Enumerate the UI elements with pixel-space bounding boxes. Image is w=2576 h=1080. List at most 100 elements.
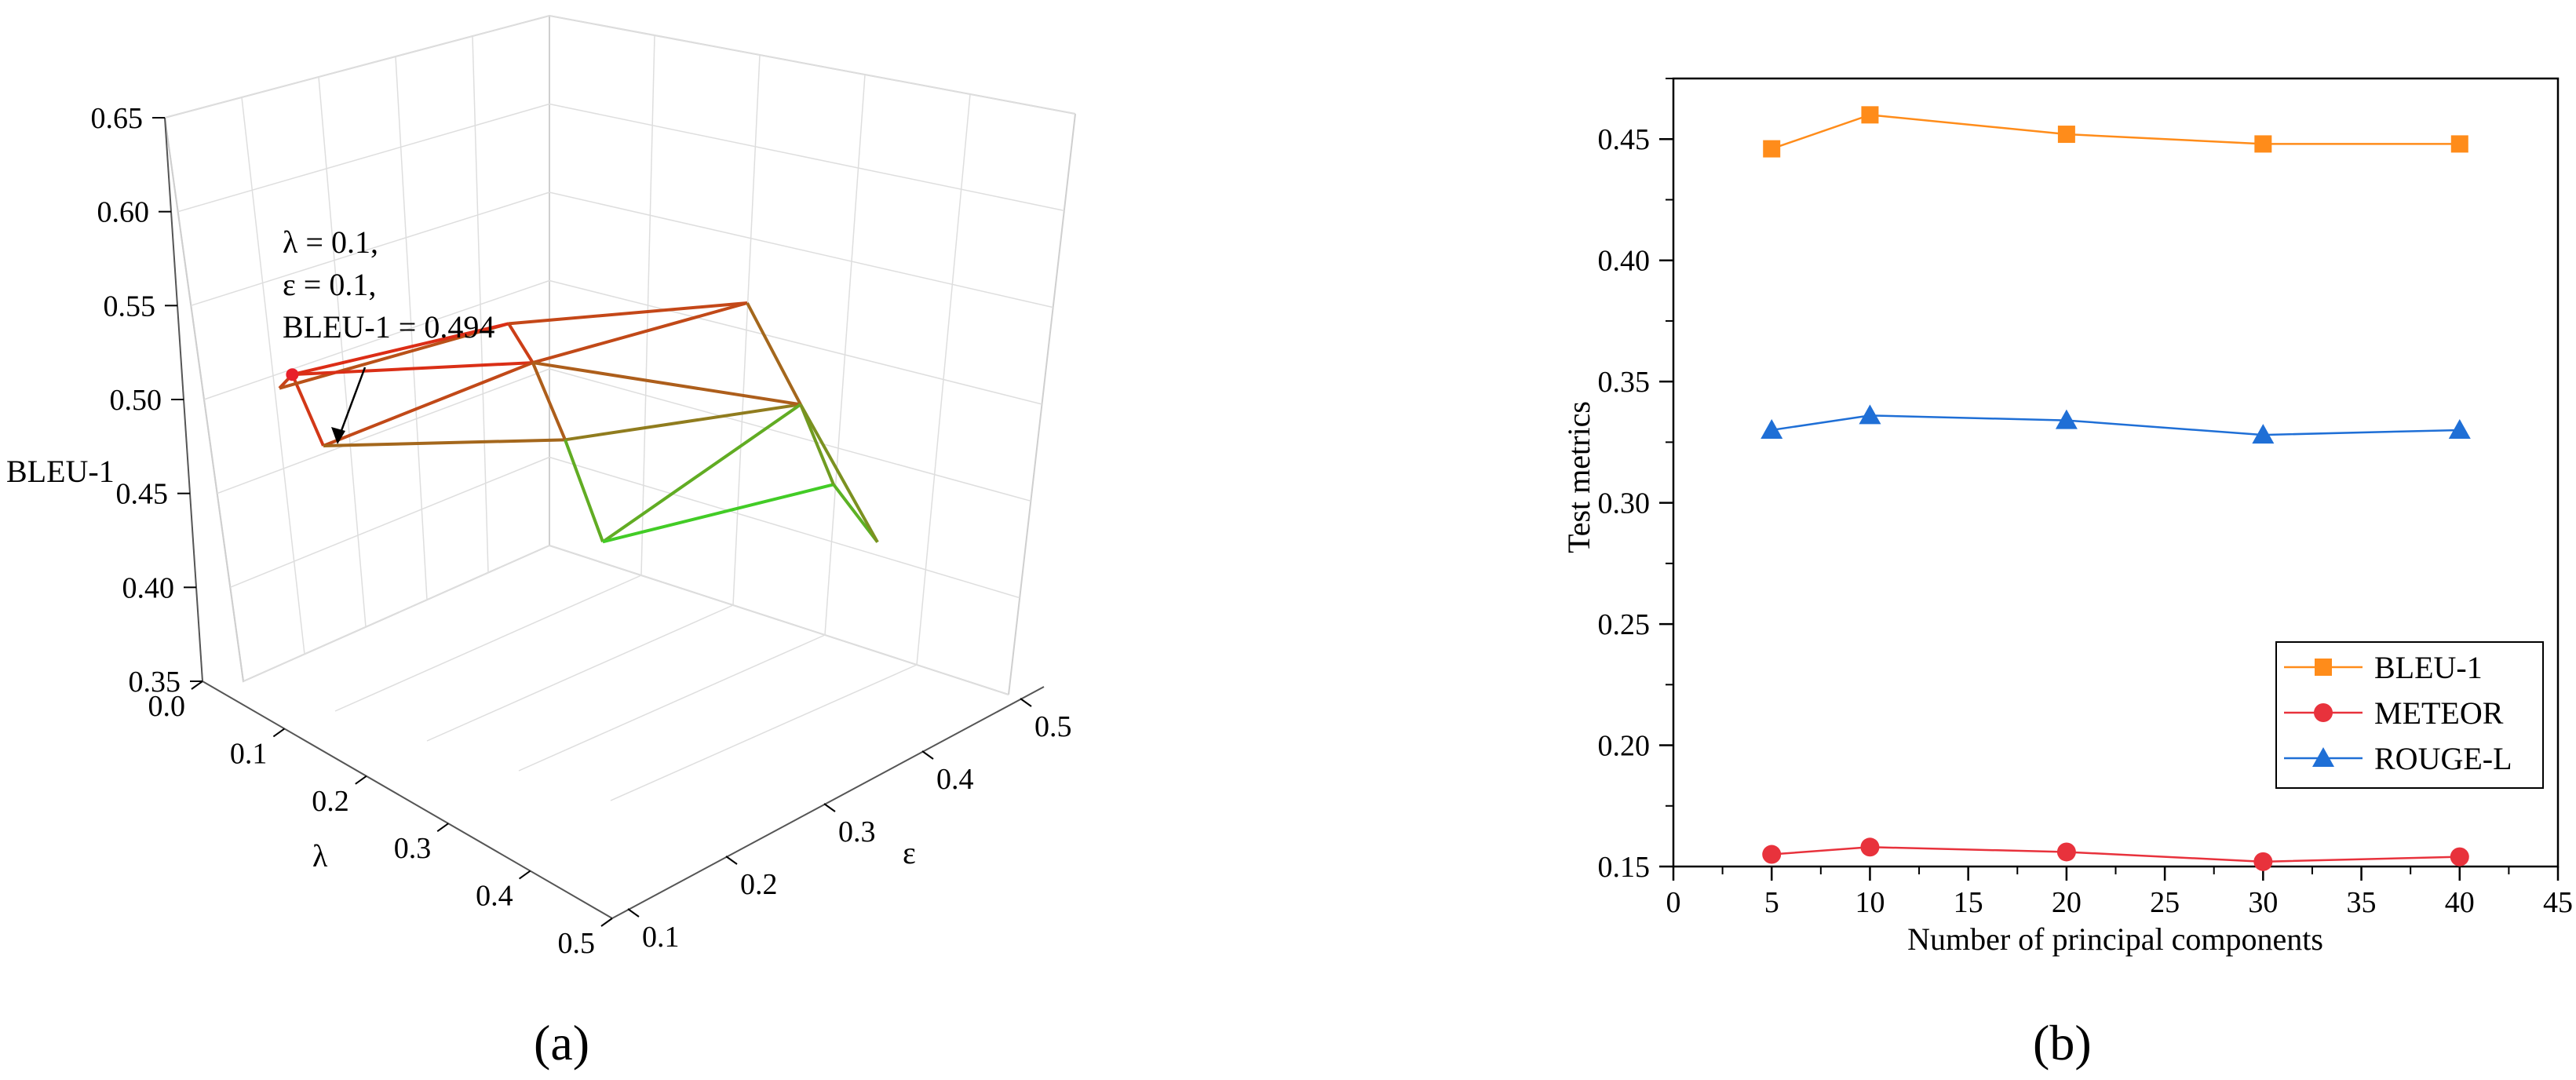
y-tick-label: 0.45 [1598, 123, 1651, 156]
grid-line [549, 456, 1020, 599]
data-point [1860, 837, 1880, 857]
surface-edge [532, 361, 801, 407]
grid-line [916, 93, 971, 666]
annotation-arrowhead [331, 427, 345, 444]
grid-line [549, 192, 1053, 308]
surface-edge [564, 439, 604, 543]
z-tick-label: 0.50 [110, 384, 162, 417]
surface-edge [564, 403, 801, 442]
z-tick-label: 0.55 [104, 290, 156, 323]
grid-line [472, 35, 489, 573]
surface-edge [601, 403, 802, 543]
data-point [1761, 418, 1783, 439]
grid-line [640, 35, 655, 576]
surface-edge [746, 302, 802, 406]
surface-edge [290, 374, 325, 447]
grid-line [318, 76, 367, 627]
y-tick-label: 0.25 [1598, 608, 1651, 641]
epsilon-tick-mark [1020, 698, 1032, 707]
surface-edge [279, 322, 509, 390]
x-tick-label: 15 [1954, 886, 1983, 919]
lambda-tick-label: 0.5 [558, 927, 596, 960]
y-tick-label: 0.35 [1598, 366, 1651, 399]
grid-line [549, 103, 1064, 212]
surface-edge [507, 323, 535, 364]
epsilon-tick-mark [921, 750, 934, 760]
z-axis-label: BLEU-1 [6, 454, 115, 489]
data-point [1762, 845, 1782, 864]
x-tick-label: 25 [2150, 886, 2180, 919]
legend-label: BLEU-1 [2374, 650, 2483, 685]
z-tick-label: 0.60 [97, 196, 150, 229]
x-axis-label: Number of principal components [1907, 921, 2323, 957]
surface-edge [799, 403, 835, 486]
grid-line [395, 56, 428, 600]
surface-edge [799, 403, 879, 543]
grid-line [164, 15, 550, 119]
surface-edge [508, 301, 748, 326]
z-tick-label: 0.45 [116, 478, 169, 511]
grid-line [230, 456, 550, 589]
y-axis-ticks: 0.15 0.20 0.25 0.30 0.35 0.40 0.45 [1598, 78, 1673, 884]
data-point [2252, 424, 2275, 444]
lambda-tick-mark [272, 728, 285, 738]
surface-mesh [278, 301, 879, 544]
data-point [1859, 404, 1881, 425]
grid-line [549, 279, 1042, 405]
surface-edge [292, 361, 533, 377]
annotation-line-2: ε = 0.1, [283, 267, 376, 302]
lambda-tick-label: 0.1 [230, 737, 268, 770]
annotation-line-3: BLEU-1 = 0.494 [283, 309, 494, 345]
grid-line [191, 192, 550, 307]
grid-line [241, 97, 305, 655]
data-point [2055, 409, 2078, 429]
legend-marker [2315, 659, 2332, 676]
data-point [2448, 418, 2471, 439]
epsilon-axis-label: ε [903, 835, 916, 870]
panel-a-3d-plot: λ = 0.1, ε = 0.1, BLEU-1 = 0.494 0.35 0.4… [6, 14, 1076, 1071]
x-tick-label: 30 [2248, 886, 2278, 919]
grid-line [426, 604, 734, 742]
z-tick-label: 0.40 [122, 571, 175, 604]
panel-b-line-chart: 0.15 0.20 0.25 0.30 0.35 0.40 0.45 0 5 10 15 20 25 3… [1561, 77, 2573, 1071]
x-tick-label: 45 [2543, 886, 2573, 919]
epsilon-tick-mark [823, 803, 836, 812]
caption-a: (a) [534, 1015, 589, 1071]
axes-grid [164, 15, 1076, 801]
y-tick-label: 0.30 [1598, 487, 1651, 520]
data-point [1763, 140, 1781, 158]
data-point [2056, 842, 2076, 862]
caption-b: (b) [2033, 1015, 2092, 1071]
annotation-arrow [336, 367, 367, 442]
lambda-tick-label: 0.4 [476, 880, 513, 913]
y-tick-label: 0.20 [1598, 730, 1651, 763]
z-axis-ticks: 0.35 0.40 0.45 0.50 0.55 0.60 0.65 [91, 102, 203, 699]
surface-edge [323, 438, 566, 447]
grid-line [518, 634, 826, 772]
lambda-tick-mark [355, 775, 367, 785]
y-tick-label: 0.40 [1598, 245, 1651, 278]
surface-edge [832, 483, 879, 543]
x-axis-ticks: 0 5 10 15 20 25 30 35 40 45 [1666, 867, 2573, 919]
epsilon-tick-label: 0.1 [642, 921, 680, 954]
data-point [2450, 847, 2469, 867]
lambda-tick-mark [436, 823, 449, 833]
legend-label: ROUGE-L [2374, 741, 2512, 776]
y-axis-label: Test metrics [1561, 401, 1596, 553]
highlight-point [286, 368, 299, 381]
series-lines [1761, 106, 2471, 871]
grid-line [203, 279, 550, 400]
surface-edge [531, 362, 567, 441]
grid-line [549, 545, 1009, 695]
data-point [2450, 135, 2468, 153]
x-tick-label: 0 [1666, 886, 1681, 919]
x-tick-label: 20 [2052, 886, 2082, 919]
z-tick-label: 0.65 [91, 102, 144, 135]
grid-line [549, 368, 1031, 502]
lambda-tick-label: 0.0 [148, 690, 186, 723]
surface-edge [602, 483, 834, 544]
surface-edge [323, 361, 534, 447]
epsilon-tick-mark [725, 856, 738, 865]
annotation-line-1: λ = 0.1, [283, 224, 378, 260]
